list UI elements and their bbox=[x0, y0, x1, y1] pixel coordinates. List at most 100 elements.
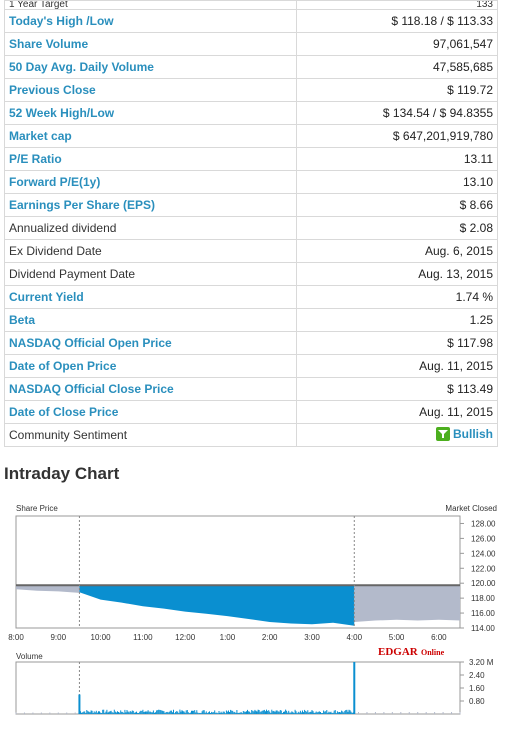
table-row: 52 Week High/Low $ 134.54 / $ 94.8355 bbox=[3, 101, 498, 125]
market-status-label: Market Closed bbox=[445, 504, 497, 513]
table-row: Ex Dividend Date Aug. 6, 2015 bbox=[3, 239, 498, 263]
row-value: $ 647,201,919,780 bbox=[296, 124, 498, 148]
share-price-label: Share Price bbox=[16, 504, 58, 513]
table-row: NASDAQ Official Close Price $ 113.49 bbox=[3, 377, 498, 401]
time-tick-label: 3:00 bbox=[304, 633, 320, 642]
sentiment-label: Community Sentiment bbox=[3, 423, 298, 447]
bullish-funnel-icon bbox=[435, 426, 450, 441]
price-tick-label: 118.00 bbox=[471, 594, 495, 603]
table-row: NASDAQ Official Open Price $ 117.98 bbox=[3, 331, 498, 355]
table-row: Date of Close Price Aug. 11, 2015 bbox=[3, 400, 498, 424]
row-label[interactable]: 52 Week High/Low bbox=[3, 101, 298, 125]
row-label[interactable]: Today's High /Low bbox=[3, 9, 298, 33]
pre-market-area bbox=[16, 585, 80, 593]
row-label[interactable]: NASDAQ Official Close Price bbox=[3, 377, 298, 401]
row-value: 1.74 % bbox=[296, 285, 498, 309]
row-label[interactable]: NASDAQ Official Open Price bbox=[3, 331, 298, 355]
table-row: Annualized dividend $ 2.08 bbox=[3, 216, 498, 240]
row-value: $ 119.72 bbox=[296, 78, 498, 102]
table-row: Market cap $ 647,201,919,780 bbox=[3, 124, 498, 148]
price-tick-label: 116.00 bbox=[471, 609, 495, 618]
time-tick-label: 2:00 bbox=[262, 633, 278, 642]
row-label[interactable]: Share Volume bbox=[3, 32, 298, 56]
table-row: Beta 1.25 bbox=[3, 308, 498, 332]
table-row: Earnings Per Share (EPS) $ 8.66 bbox=[3, 193, 498, 217]
intraday-chart-svg: Share Price Market Closed 128.00126.0012… bbox=[8, 504, 497, 715]
row-value: $ 8.66 bbox=[296, 193, 498, 217]
row-label: Dividend Payment Date bbox=[3, 262, 298, 286]
table-row: P/E Ratio 13.11 bbox=[3, 147, 498, 171]
price-tick-label: 126.00 bbox=[471, 534, 496, 543]
volume-plot-frame bbox=[15, 661, 461, 715]
row-value: 13.11 bbox=[296, 147, 498, 171]
row-label[interactable]: Market cap bbox=[3, 124, 298, 148]
price-panel: 128.00 126.00 124.00 122.00 120.00 118.00 116.… bbox=[8, 515, 496, 642]
price-tick-label: 114.00 bbox=[471, 624, 495, 633]
row-label: Annualized dividend bbox=[3, 216, 298, 240]
row-value: $ 113.49 bbox=[296, 377, 498, 401]
row-value: Aug. 11, 2015 bbox=[296, 354, 498, 378]
row-value: 133 bbox=[296, 0, 498, 10]
bullish-link[interactable]: Bullish bbox=[435, 426, 493, 441]
row-value: Aug. 6, 2015 bbox=[296, 239, 498, 263]
row-label[interactable]: Current Yield bbox=[3, 285, 298, 309]
time-tick-label: 10:00 bbox=[91, 633, 112, 642]
row-label[interactable]: Beta bbox=[3, 308, 298, 332]
table-row: Today's High /Low $ 118.18 / $ 113.33 bbox=[3, 9, 498, 33]
row-value: $ 118.18 / $ 113.33 bbox=[296, 9, 498, 33]
volume-label: Volume bbox=[16, 652, 43, 661]
row-value: Aug. 11, 2015 bbox=[296, 400, 498, 424]
time-tick-label: 4:00 bbox=[346, 633, 362, 642]
table-row: Previous Close $ 119.72 bbox=[3, 78, 498, 102]
edgar-online-logo: EDGAR Online bbox=[378, 646, 445, 658]
row-value: 97,061,547 bbox=[296, 32, 498, 56]
price-tick-label: 124.00 bbox=[471, 549, 496, 558]
price-tick-label: 120.00 bbox=[471, 579, 496, 588]
sentiment-value-cell: Bullish bbox=[296, 423, 498, 447]
volume-tick-label: 1.60 bbox=[469, 684, 485, 693]
sentiment-value: Bullish bbox=[452, 426, 493, 441]
quote-table: 1 Year Target 133 Today's High /Low $ 118… bbox=[3, 0, 498, 447]
table-row: Date of Open Price Aug. 11, 2015 bbox=[3, 354, 498, 378]
row-label[interactable]: Date of Open Price bbox=[3, 354, 298, 378]
online-logo-text: Online bbox=[421, 648, 445, 657]
row-label[interactable]: 50 Day Avg. Daily Volume bbox=[3, 55, 298, 79]
volume-tick-label: 0.80 bbox=[469, 697, 485, 706]
row-value: 13.10 bbox=[296, 170, 498, 194]
regular-session-area bbox=[79, 585, 355, 626]
row-value: $ 2.08 bbox=[296, 216, 498, 240]
row-value: Aug. 13, 2015 bbox=[296, 262, 498, 286]
quote-table-container: 1 Year Target 133 Today's High /Low $ 118… bbox=[3, 0, 498, 447]
row-label[interactable]: P/E Ratio bbox=[3, 147, 298, 171]
sentiment-row: Community Sentiment Bullish bbox=[3, 423, 498, 447]
price-tick-label: 128.00 bbox=[471, 519, 496, 528]
row-value: 1.25 bbox=[296, 308, 498, 332]
time-tick-label: 6:00 bbox=[431, 633, 447, 642]
time-tick-label: 1:00 bbox=[220, 633, 236, 642]
edgar-logo-text: EDGAR bbox=[378, 646, 419, 658]
row-value: $ 134.54 / $ 94.8355 bbox=[296, 101, 498, 125]
table-row: Dividend Payment Date Aug. 13, 2015 bbox=[3, 262, 498, 286]
time-tick-label: 5:00 bbox=[389, 633, 405, 642]
time-tick-label: 12:00 bbox=[175, 633, 196, 642]
row-label[interactable]: Previous Close bbox=[3, 78, 298, 102]
row-label: Ex Dividend Date bbox=[3, 239, 298, 263]
chart-section-title: Intraday Chart bbox=[4, 464, 120, 483]
intraday-chart[interactable]: Share Price Market Closed 128.00 126.00 12… bbox=[0, 500, 516, 725]
volume-tick-label: 2.40 bbox=[469, 671, 485, 680]
table-row: Current Yield 1.74 % bbox=[3, 285, 498, 309]
row-label[interactable]: Earnings Per Share (EPS) bbox=[3, 193, 298, 217]
table-row: Forward P/E(1y) 13.10 bbox=[3, 170, 498, 194]
row-value: $ 117.98 bbox=[296, 331, 498, 355]
table-row: 50 Day Avg. Daily Volume 47,585,685 bbox=[3, 55, 498, 79]
row-label[interactable]: Date of Close Price bbox=[3, 400, 298, 424]
table-row: Share Volume 97,061,547 bbox=[3, 32, 498, 56]
row-label[interactable]: Forward P/E(1y) bbox=[3, 170, 298, 194]
volume-panel: 3.20 M 2.40 1.60 0.80 bbox=[15, 658, 494, 715]
volume-tick-label: 3.20 M bbox=[469, 658, 494, 667]
time-tick-label: 9:00 bbox=[50, 633, 66, 642]
row-value: 47,585,685 bbox=[296, 55, 498, 79]
price-tick-label: 122.00 bbox=[471, 564, 496, 573]
table-row: 1 Year Target 133 bbox=[3, 0, 498, 10]
after-hours-area bbox=[354, 585, 460, 623]
